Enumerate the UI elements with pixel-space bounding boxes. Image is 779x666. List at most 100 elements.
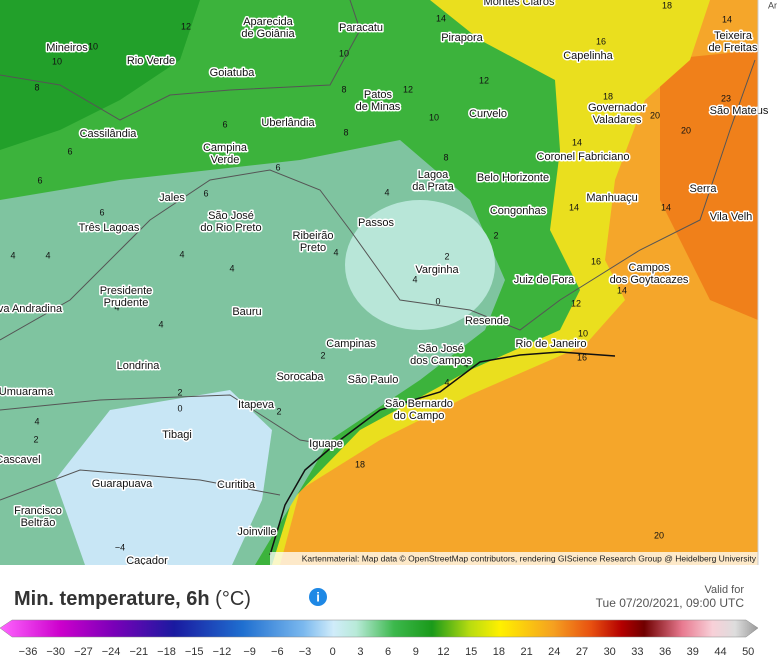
city-label: Patos <box>364 89 393 101</box>
map-value: 12 <box>181 21 191 31</box>
map-value: 10 <box>52 56 62 66</box>
city-label: São José <box>208 210 254 222</box>
map-background <box>0 0 758 565</box>
legend-label: 9 <box>413 646 419 658</box>
city-label: Iguape <box>309 438 343 450</box>
map-value: 14 <box>572 137 582 147</box>
city-label: Itapeva <box>238 399 275 411</box>
map-value: 4 <box>158 319 163 329</box>
city-label: Preto <box>300 242 326 254</box>
info-icon[interactable] <box>309 588 327 606</box>
legend-label: 3 <box>357 646 363 658</box>
city-label: Cassilândia <box>80 128 138 140</box>
legend-label: 21 <box>520 646 532 658</box>
map-value: 4 <box>444 377 449 387</box>
city-label: do Rio Preto <box>200 222 261 234</box>
map-value: 12 <box>403 84 413 94</box>
city-label: Congonhas <box>490 205 547 217</box>
map-value: 4 <box>229 263 234 273</box>
legend-label: −21 <box>129 646 148 658</box>
city-label: Sorocaba <box>276 371 324 383</box>
city-label: Caçador <box>126 555 168 567</box>
city-label: dos Campos <box>410 355 472 367</box>
map-value: 8 <box>34 82 39 92</box>
city-label: Belo Horizonte <box>477 172 549 184</box>
city-label: Valadares <box>593 114 642 126</box>
city-label: Campina <box>203 142 248 154</box>
legend-label: 33 <box>631 646 643 658</box>
map-value: −4 <box>115 542 125 552</box>
attribution-box <box>270 552 758 565</box>
legend-label: −30 <box>46 646 65 658</box>
unit: (°C) <box>215 588 251 610</box>
city-label: Bauru <box>232 306 261 318</box>
title: Min. temperature, 6h (°C) <box>14 588 251 610</box>
attribution: Kartenmaterial: Map data © OpenStreetMap… <box>302 553 757 563</box>
map-value: 18 <box>603 91 613 101</box>
map-value: 16 <box>577 352 587 362</box>
map-value: 0 <box>435 296 440 306</box>
city-label: Curitiba <box>217 479 256 491</box>
map-value: 8 <box>341 84 346 94</box>
map-value: 2 <box>177 387 182 397</box>
map-value: 0 <box>177 403 182 413</box>
map-value: 4 <box>114 302 119 312</box>
legend-label: −15 <box>185 646 204 658</box>
city-label: de Goiânia <box>241 28 295 40</box>
map-value: 10 <box>339 48 349 58</box>
city-label: Teixeira <box>714 30 753 42</box>
info-glyph: i <box>316 589 320 604</box>
city-label: Aparecida <box>243 16 293 28</box>
legend: −36 −30 −27 −24 −21 −18 −15 −12 −9 −6 −3 0 3 6 9 12 15 18… <box>19 646 755 658</box>
legend-label: 44 <box>714 646 726 658</box>
city-label: Montes Claros <box>484 0 555 8</box>
map-value: 18 <box>662 0 672 10</box>
map-value: 2 <box>493 230 498 240</box>
city-label: Uberlândia <box>261 117 315 129</box>
city-label: Manhuaçu <box>586 192 637 204</box>
map-value: 10 <box>88 41 98 51</box>
legend-label: 30 <box>604 646 616 658</box>
map-value: 18 <box>355 459 365 469</box>
map-value: 6 <box>99 207 104 217</box>
map-value: 4 <box>463 359 468 369</box>
city-label: Passos <box>358 217 395 229</box>
city-label: Curvelo <box>469 108 507 120</box>
city-label: Tibagi <box>162 429 192 441</box>
legend-label: 15 <box>465 646 477 658</box>
city-label: Londrina <box>117 360 161 372</box>
map-value: 14 <box>661 202 671 212</box>
map-value: 20 <box>654 530 664 540</box>
city-label: Campinas <box>326 338 376 350</box>
valid-label: Valid for <box>704 584 744 596</box>
map-value: 14 <box>569 202 579 212</box>
map-value: 6 <box>222 119 227 129</box>
map-value: 6 <box>37 175 42 185</box>
legend-label: −36 <box>19 646 38 658</box>
city-label: São Paulo <box>348 374 399 386</box>
city-label: Serra <box>690 183 718 195</box>
city-label: São Mateus <box>710 105 769 117</box>
map-value: 14 <box>436 13 446 23</box>
city-label: Resende <box>465 315 509 327</box>
city-label: Umuarama <box>0 386 54 398</box>
footer <box>0 565 779 666</box>
legend-label: 24 <box>548 646 560 658</box>
map-value: 12 <box>571 298 581 308</box>
legend-label: −27 <box>74 646 93 658</box>
city-label: Cascavel <box>0 454 41 466</box>
city-label: São Bernardo <box>385 398 453 410</box>
city-label: Campos <box>629 262 670 274</box>
legend-label: 36 <box>659 646 671 658</box>
title-text: Min. temperature, 6h <box>14 588 210 610</box>
city-label: São José <box>418 343 464 355</box>
city-label: va Andradina <box>0 303 63 315</box>
city-label: Joinville <box>237 526 276 538</box>
map-value: 4 <box>34 416 39 426</box>
legend-label: 12 <box>437 646 449 658</box>
map-value: 6 <box>67 146 72 156</box>
legend-label: −24 <box>102 646 121 658</box>
map-value: 2 <box>444 251 449 261</box>
